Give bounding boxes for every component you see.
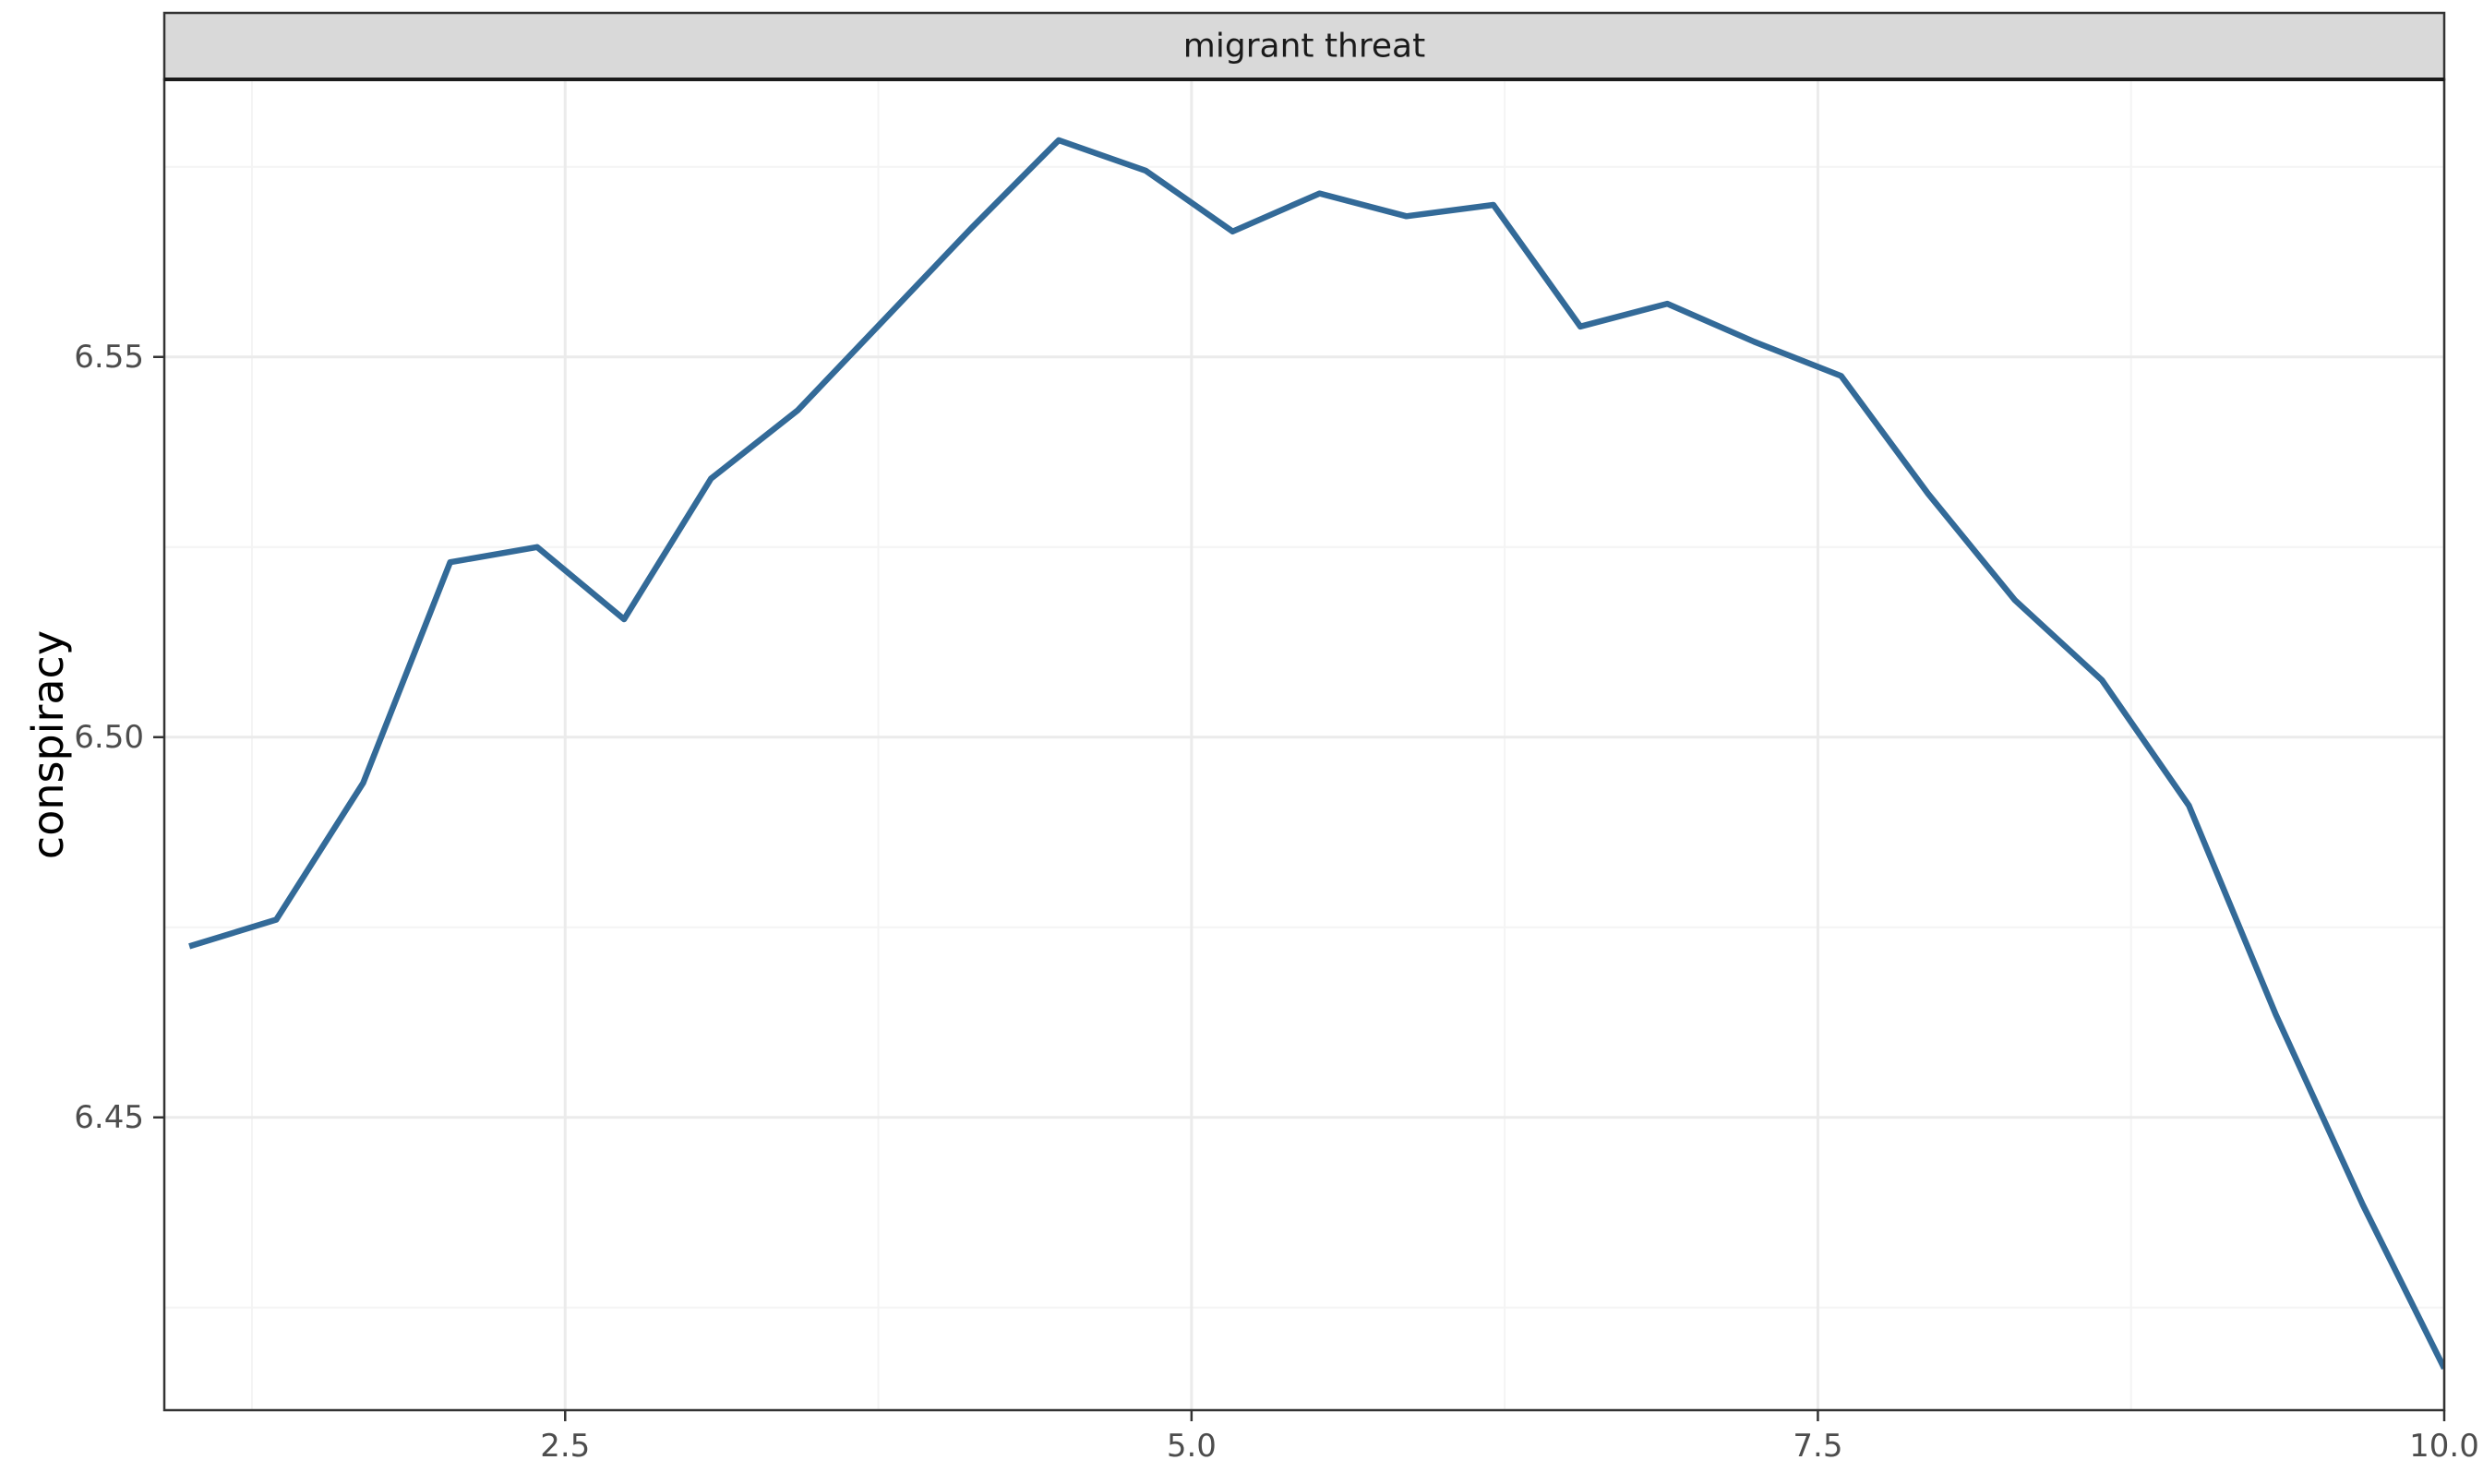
y-tick-label: 6.45	[74, 1099, 144, 1136]
x-tick-label: 7.5	[1793, 1428, 1842, 1465]
axis-layer: 2.5 5.0 7.5 10.0 6.45 6.50 6.55	[74, 339, 2479, 1465]
y-tick-label: 6.55	[74, 339, 144, 376]
series-layer	[188, 137, 2444, 1370]
facet-strip-background	[162, 11, 2446, 81]
y-tick-label: 6.50	[74, 719, 144, 756]
x-tick-label: 5.0	[1167, 1428, 1217, 1465]
y-axis-title: conspiracy	[23, 630, 73, 859]
series-line-0	[188, 137, 2444, 1370]
facet-strip: migrant threat	[162, 11, 2446, 81]
panel-border	[162, 78, 2446, 1412]
x-tick-label: 2.5	[540, 1428, 590, 1465]
grid-layer	[164, 79, 2446, 1410]
x-tick-label: 10.0	[2409, 1428, 2479, 1465]
facet-label: migrant threat	[1183, 28, 1425, 66]
